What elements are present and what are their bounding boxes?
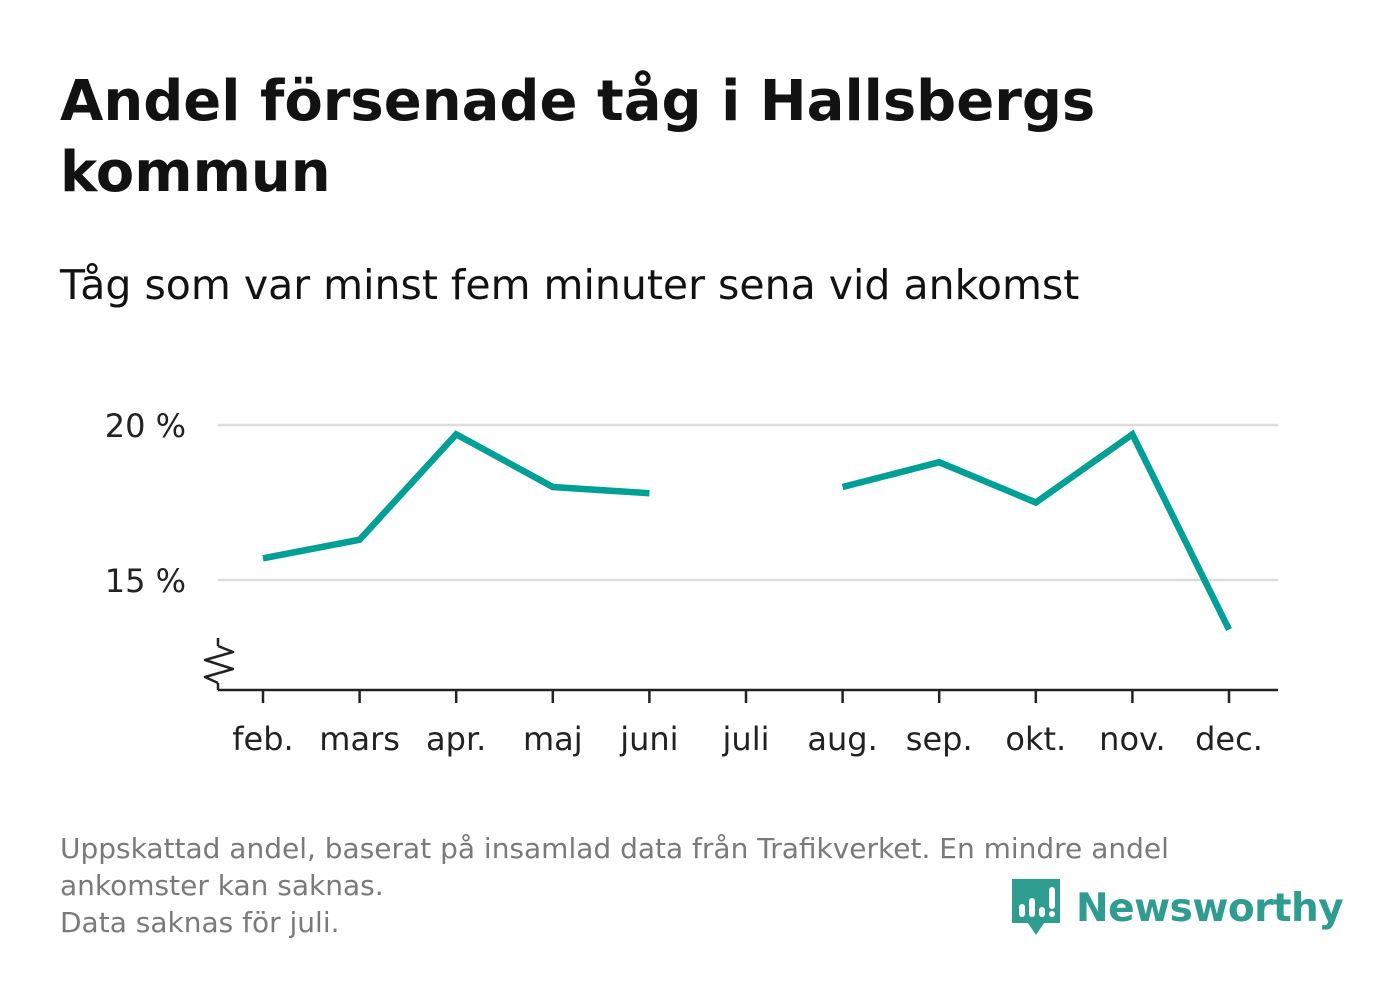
x-axis-tick-labels: feb. mars apr. maj juni juli aug. sep. okt. nov. d… <box>232 720 1263 758</box>
y-axis-tick-labels: 15 % 20 % <box>105 407 186 600</box>
line-chart: 15 % 20 % feb. mars apr. maj juni juli aug. sep.… <box>105 407 1278 758</box>
series-line <box>262 430 650 562</box>
series-line <box>841 429 1232 632</box>
x-tick-label: okt. <box>1005 720 1066 758</box>
footnote: Uppskattad andel, baserat på insamlad da… <box>60 830 1320 941</box>
y-tick-label: 15 % <box>105 562 186 600</box>
chart-subtitle: Tåg som var minst fem minuter sena vid a… <box>60 261 1080 309</box>
x-tick-label: dec. <box>1195 720 1263 758</box>
footnote-line: Data saknas för juli. <box>60 906 340 939</box>
x-tick-label: maj <box>523 720 583 758</box>
x-tick-label: feb. <box>232 720 293 758</box>
x-tick-label: juni <box>619 720 678 758</box>
axes <box>203 638 1278 703</box>
footnote-line: ankomster kan saknas. <box>60 869 384 902</box>
newsworthy-logo: Newsworthy <box>1010 876 1344 940</box>
x-tick-label: aug. <box>807 720 877 758</box>
y-tick-label: 20 % <box>105 407 186 445</box>
axis-break-icon <box>203 644 235 685</box>
footnote-line: Uppskattad andel, baserat på insamlad da… <box>60 832 1169 865</box>
x-tick-label: nov. <box>1099 720 1165 758</box>
x-tick-label: juli <box>722 720 770 758</box>
brand-name: Newsworthy <box>1076 885 1344 931</box>
newsworthy-chart-icon <box>1012 879 1060 935</box>
chart-title: Andel försenade tåg i Hallsbergs kommun <box>60 69 1096 205</box>
gridlines <box>218 423 1278 582</box>
x-tick-label: sep. <box>906 720 973 758</box>
x-tick-label: mars <box>319 720 400 758</box>
x-tick-label: apr. <box>426 720 486 758</box>
data-series <box>262 429 1232 632</box>
